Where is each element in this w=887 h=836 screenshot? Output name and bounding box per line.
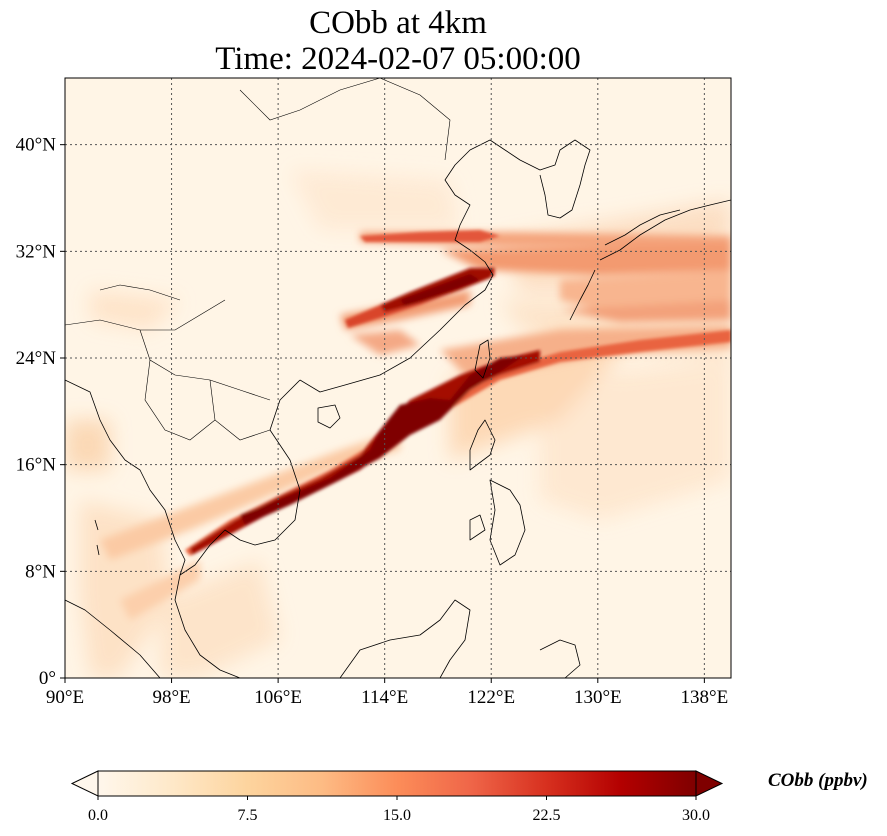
lon-tick-label: 90°E [46,687,84,708]
plume-main [185,330,731,556]
map-frame [64,77,732,679]
colorbar-tick-label: 15.0 [383,807,411,824]
lat-tick-label: 16°N [16,455,57,476]
map-title-line-1: CObb at 4km [309,5,487,41]
colorbar-max-extension [695,770,724,797]
country-borders [65,78,451,441]
lon-tick-label: 138°E [681,687,729,708]
colorbar-tick-label: 22.5 [533,807,561,824]
lat-tick-label: 24°N [16,348,57,369]
colorbar-tick-label: 7.5 [238,807,258,824]
colorbar-ticks: 0.0 7.5 15.0 22.5 30.0 [88,796,710,824]
colorbar-min-extension [70,770,99,797]
colorbar-tick-label: 0.0 [88,807,108,824]
lon-tick-label: 130°E [574,687,622,708]
map-title-line-2: Time: 2024-02-07 05:00:00 [215,41,581,77]
colorbar-tick-label: 30.0 [682,807,710,824]
lat-tick-label: 40°N [16,135,57,156]
colorbar-label: CObb (ppbv) [768,770,868,791]
plume-east-china [345,230,500,328]
lon-tick-label: 114°E [361,687,408,708]
lon-tick-label: 98°E [152,687,190,708]
gridlines [65,78,731,678]
longitude-axis: 90°E 98°E 106°E 114°E 122°E 130°E 138°E [46,678,728,708]
map-panel [65,78,731,678]
lat-tick-label: 32°N [16,241,57,262]
lon-tick-label: 122°E [467,687,515,708]
latitude-axis: 0° 8°N 16°N 24°N 32°N 40°N [16,135,65,689]
colorbar: 0.0 7.5 15.0 22.5 30.0 [70,770,724,824]
lon-tick-label: 106°E [254,687,302,708]
coastlines [65,139,731,678]
lat-tick-label: 0° [39,668,56,689]
colorbar-gradient [98,771,696,796]
lat-tick-label: 8°N [25,561,56,582]
